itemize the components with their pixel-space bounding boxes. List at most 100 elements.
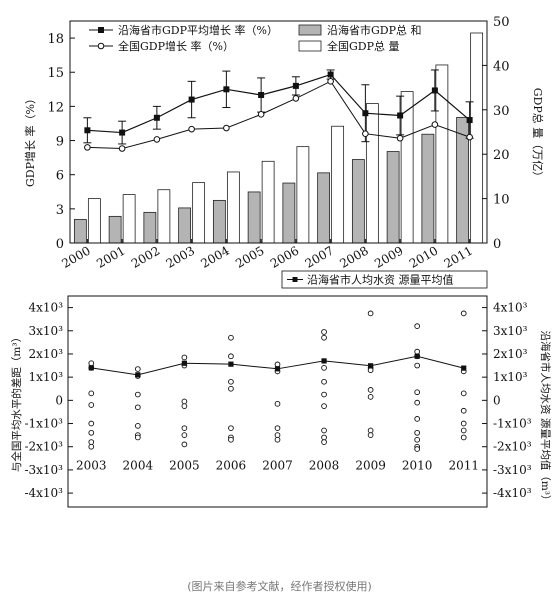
legend-label-coastal-total: 沿海省市GDP总 和 <box>327 23 422 37</box>
bar-coastal-gdp-total <box>143 211 157 244</box>
water-province-point <box>321 365 327 371</box>
water-x-tick-label: 2010 <box>402 458 433 472</box>
coastal-growth-point <box>466 117 473 124</box>
water-right-tick-label: 1x10³ <box>493 370 528 384</box>
water-left-tick-label: 4x10³ <box>29 301 64 315</box>
water-left-tick-label: 1x10³ <box>29 370 64 384</box>
gdp-right-tick-label: 30 <box>493 104 510 119</box>
water-right-tick-label: -4x10³ <box>493 486 532 500</box>
national-growth-point <box>188 125 195 133</box>
water-province-point <box>274 400 281 407</box>
water-x-tick-label: 2009 <box>355 458 386 472</box>
water-province-point <box>134 404 141 411</box>
water-province-point <box>88 402 95 408</box>
water-province-point <box>134 422 141 429</box>
legend-marker-coastal-growth <box>98 27 104 33</box>
national-growth-point <box>466 133 473 141</box>
gdp-lines <box>83 69 474 152</box>
gdp-right-tick-label: 20 <box>493 148 510 163</box>
coastal-growth-point <box>84 127 91 134</box>
legend-marker-national-total <box>298 40 322 52</box>
water-scatter <box>88 310 467 452</box>
bar-national-gdp-total <box>226 171 240 244</box>
gdp-left-axis-title: GDP增长 率（%） <box>23 93 37 187</box>
coastal-growth-point <box>397 112 404 119</box>
water-province-point <box>228 436 234 443</box>
gdp-left-tick-label: 15 <box>47 66 64 81</box>
coastal-growth-point <box>431 87 438 94</box>
water-province-point <box>414 416 421 422</box>
coastal-growth-point <box>188 96 195 103</box>
legend-label-national-total: 全国GDP总 量 <box>327 39 400 53</box>
bar-national-gdp-total <box>157 189 171 244</box>
national-growth-point <box>396 134 404 142</box>
water-province-point <box>414 348 421 355</box>
water-legend-box <box>281 270 488 289</box>
legend-label-water-average: 沿海省市人均水资 源量平均值 <box>307 273 454 287</box>
figure-caption: (图片来自参考文献，经作者授权使用) <box>187 580 372 593</box>
water-x-tick-label: 2006 <box>216 458 247 472</box>
bar-coastal-gdp-total <box>386 151 400 244</box>
legend-marker-coastal-total <box>298 24 322 36</box>
national-growth-point <box>292 95 300 102</box>
water-province-point <box>88 390 95 397</box>
water-province-point <box>460 310 467 317</box>
water-right-tick-label: -2x10³ <box>493 440 532 454</box>
water-province-point <box>88 439 95 445</box>
water-province-point <box>88 360 95 367</box>
legend-marker-water-average <box>292 277 298 282</box>
gdp-x-tick-label: 2004 <box>198 243 232 271</box>
water-province-point <box>321 391 327 398</box>
water-chart: 4x10³ 3x10³ 2x10³ 1x10³ 0 -1x10³ -2x10³ -3x10³ -… <box>10 270 552 508</box>
water-average-point <box>461 365 467 371</box>
bar-national-gdp-total <box>122 194 136 244</box>
water-province-point <box>321 329 327 335</box>
water-left-tick-label: 3x10³ <box>29 324 64 338</box>
water-province-point <box>367 432 374 438</box>
bar-national-gdp-total <box>331 125 345 244</box>
water-left-tick-label: 2x10³ <box>29 347 64 361</box>
water-province-point <box>181 425 188 432</box>
water-province-point <box>414 429 421 436</box>
bar-coastal-gdp-total <box>212 199 226 244</box>
gdp-left-tick-label: 18 <box>47 32 64 47</box>
national-growth-point <box>431 121 439 128</box>
gdp-x-tick-label: 2011 <box>442 243 475 270</box>
water-province-point <box>367 367 374 374</box>
water-province-point <box>321 403 327 409</box>
water-x-tick-label: 2011 <box>448 458 479 472</box>
water-right-axis-title: 沿海省市人均水资 源量平均值（m³） <box>539 330 552 505</box>
water-right-tick-label: -3x10³ <box>493 463 532 477</box>
national-growth-point <box>84 144 91 151</box>
gdp-x-tick-label: 2001 <box>94 243 127 270</box>
water-x-tick-label: 2008 <box>309 458 340 472</box>
bar-coastal-gdp-total <box>178 207 192 244</box>
bar-coastal-gdp-total <box>351 159 365 244</box>
water-province-point <box>414 399 421 406</box>
water-axes: 4x10³ 3x10³ 2x10³ 1x10³ 0 -1x10³ -2x10³ -3x10³ -… <box>24 295 532 508</box>
water-province-point <box>414 389 421 396</box>
bar-coastal-gdp-total <box>317 172 331 244</box>
gdp-left-tick-label: 12 <box>47 100 64 115</box>
water-right-tick-label: -1x10³ <box>493 417 532 431</box>
water-province-point <box>88 420 95 427</box>
water-x-tick-label: 2003 <box>76 458 107 472</box>
national-growth-line <box>87 80 470 150</box>
gdp-x-tick-label: 2000 <box>59 243 92 270</box>
legend-marker-national-growth <box>97 42 105 50</box>
national-growth-point <box>223 124 230 132</box>
water-province-point <box>460 434 467 441</box>
water-province-point <box>321 334 327 341</box>
water-province-point <box>274 425 281 432</box>
water-left-axis-title: 与全国平均水平的差距（m³） <box>10 332 23 472</box>
gdp-left-tick-label: 6 <box>56 169 64 184</box>
coastal-growth-line <box>87 73 471 134</box>
water-province-point <box>274 432 281 438</box>
water-x-tick-label: 2004 <box>123 458 154 472</box>
water-province-point <box>228 353 234 360</box>
coastal-growth-point <box>362 110 369 117</box>
coastal-growth-point <box>327 71 334 78</box>
water-province-point <box>88 429 95 436</box>
national-growth-point <box>327 78 334 85</box>
coastal-growth-point <box>119 129 126 136</box>
